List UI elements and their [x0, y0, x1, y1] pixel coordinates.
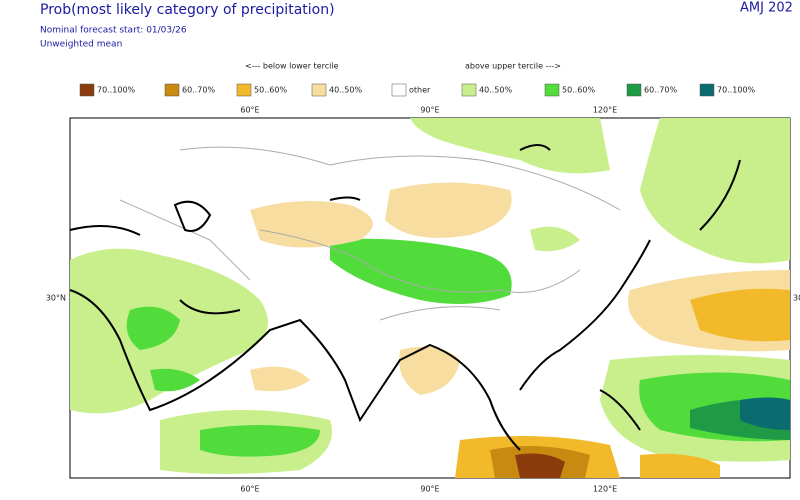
- map: [69, 117, 791, 479]
- legend-label: other: [409, 86, 431, 95]
- legend-label: 70..100%: [97, 86, 136, 95]
- legend-swatch: [164, 83, 180, 97]
- lat-label: 30°N: [46, 294, 66, 303]
- above-label: above upper tercile --->: [465, 62, 561, 71]
- subtitle: Nominal forecast start: 01/03/26: [40, 26, 187, 36]
- legend-swatch: [699, 83, 715, 97]
- lon-label: 60°E: [240, 106, 259, 115]
- lon-label: 120°E: [593, 485, 617, 494]
- legend-swatch: [311, 83, 327, 97]
- legend-swatch: [391, 83, 407, 97]
- period: AMJ 202: [740, 1, 793, 16]
- lon-label: 120°E: [593, 106, 617, 115]
- legend-swatch: [79, 83, 95, 97]
- legend-swatch: [236, 83, 252, 97]
- legend-label: 70..100%: [717, 86, 756, 95]
- legend-label: 50..60%: [254, 86, 287, 95]
- below-label: <--- below lower tercile: [245, 62, 339, 71]
- legend-swatch: [626, 83, 642, 97]
- lat-label: 30: [793, 294, 800, 303]
- title: Prob(most likely category of precipitati…: [40, 2, 335, 18]
- lon-label: 90°E: [420, 485, 439, 494]
- legend-swatch: [544, 83, 560, 97]
- legend-swatch: [461, 83, 477, 97]
- lon-label: 90°E: [420, 106, 439, 115]
- legend-label: 50..60%: [562, 86, 595, 95]
- legend-label: 40..50%: [329, 86, 362, 95]
- legend-label: 40..50%: [479, 86, 512, 95]
- legend-label: 60..70%: [182, 86, 215, 95]
- note: Unweighted mean: [40, 40, 122, 50]
- map-axes: 60°E 90°E 120°E 60°E 90°E 120°E 30°N 30: [46, 106, 800, 494]
- lon-label: 60°E: [240, 485, 259, 494]
- legend: 70..100% 60..70% 50..60% 40..50% other 40..50…: [79, 83, 756, 97]
- legend-label: 60..70%: [644, 86, 677, 95]
